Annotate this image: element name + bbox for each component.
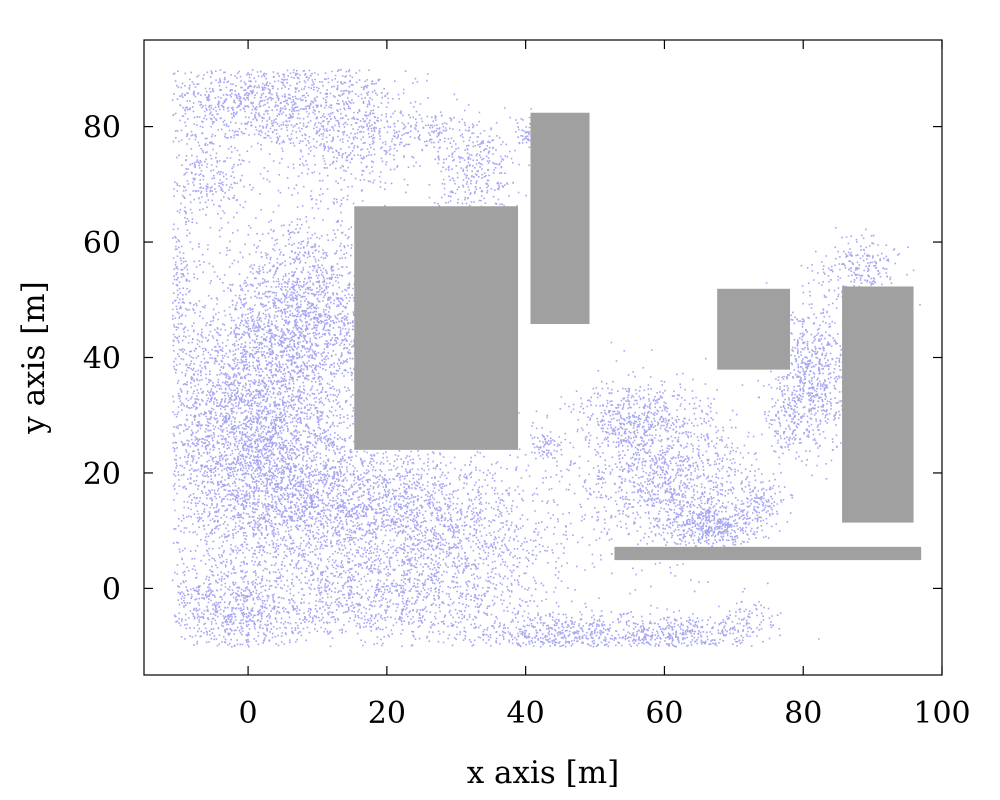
obstacle-1 xyxy=(354,206,519,450)
obstacle-2 xyxy=(530,112,590,325)
y-tick-label: 60 xyxy=(83,226,121,261)
x-tick-label: 100 xyxy=(913,696,970,731)
obstacle-rectangles xyxy=(354,112,922,561)
x-tick-label: 60 xyxy=(645,696,683,731)
obstacle-3 xyxy=(717,288,791,370)
y-tick-label: 40 xyxy=(83,342,121,377)
x-tick-label: 20 xyxy=(368,696,406,731)
x-tick-label: 0 xyxy=(239,696,258,731)
y-tick-label: 80 xyxy=(83,111,121,146)
x-axis-label: x axis [m] xyxy=(467,755,620,791)
scatter-points xyxy=(171,68,921,648)
obstacle-5 xyxy=(614,546,922,561)
y-tick-label: 0 xyxy=(102,572,121,607)
y-axis-label: y axis [m] xyxy=(16,281,52,435)
obstacle-4 xyxy=(842,286,914,523)
axis-ticks: 0 20 40 60 80 100 0 20 40 60 80 xyxy=(83,40,971,731)
scatter-point-cloud xyxy=(171,68,921,648)
x-tick-label: 80 xyxy=(784,696,822,731)
y-tick-label: 20 xyxy=(83,457,121,492)
x-tick-label: 40 xyxy=(507,696,545,731)
